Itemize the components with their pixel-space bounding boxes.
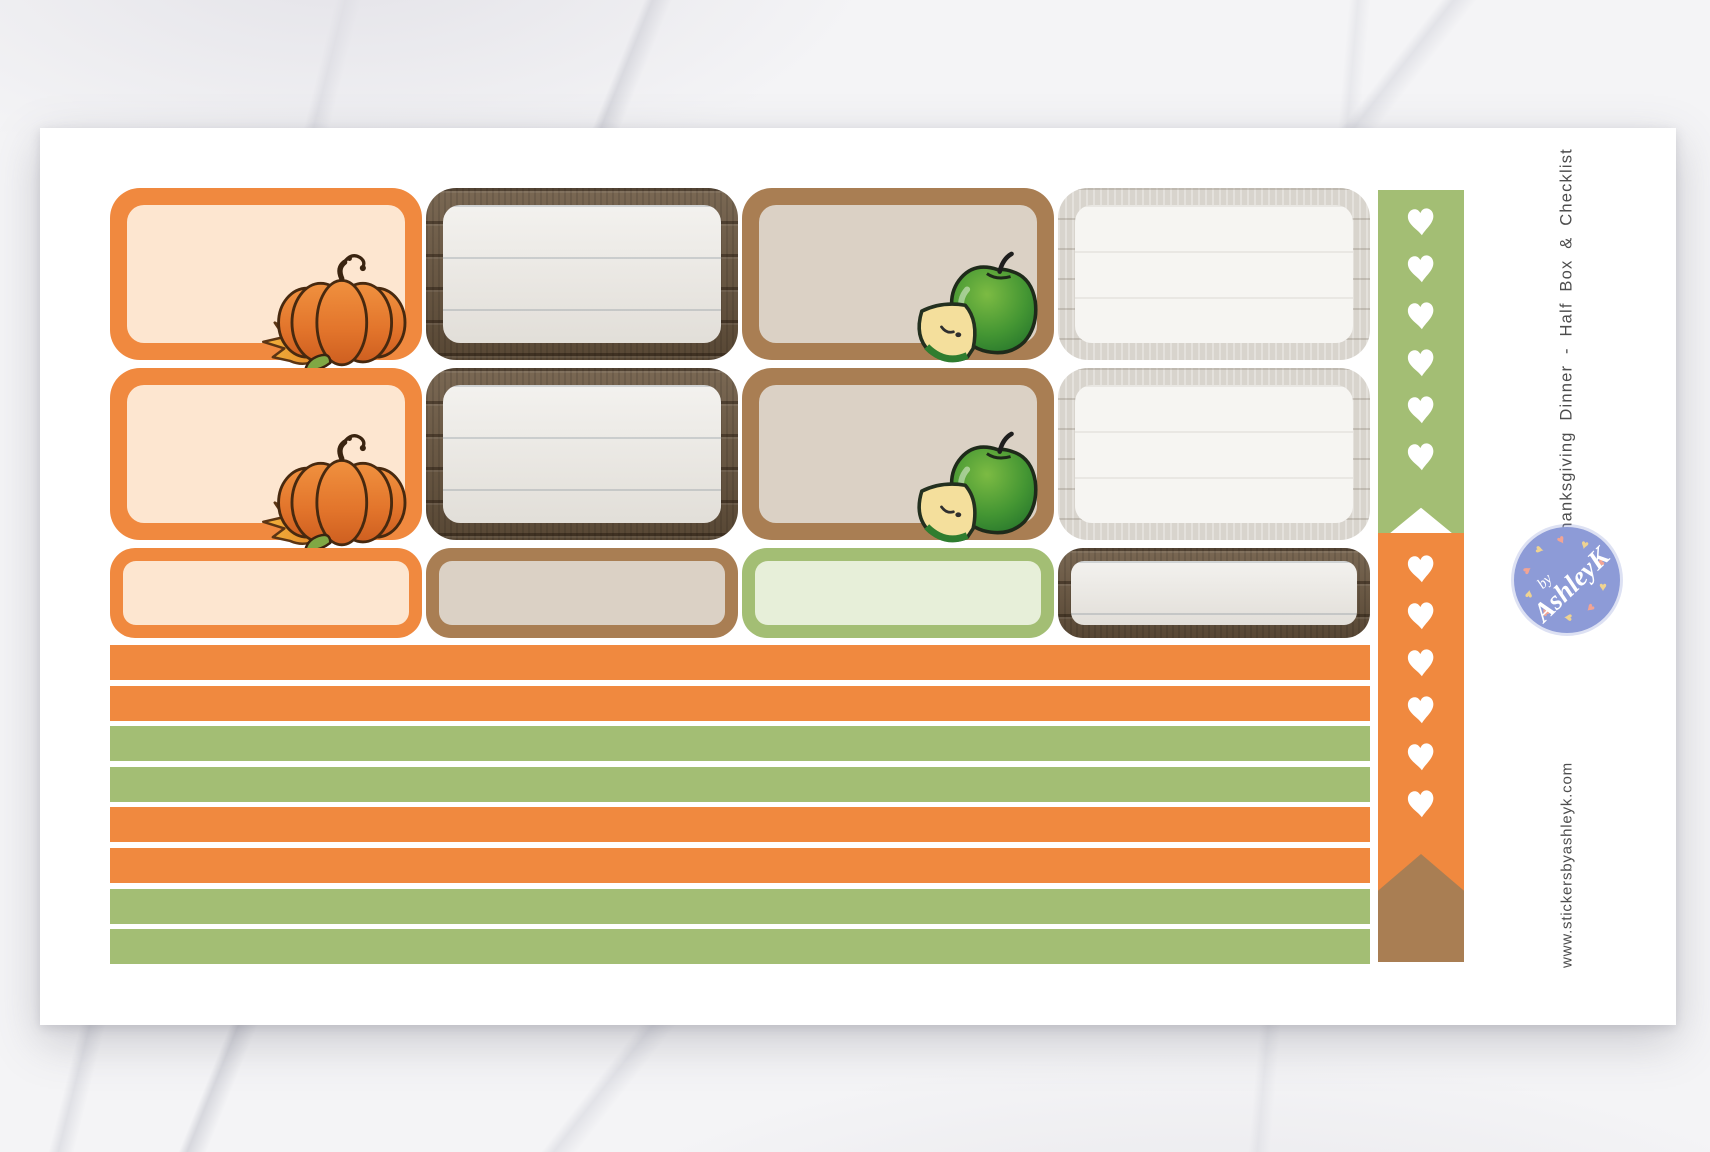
half-box-white-wood-sticker (1058, 368, 1370, 540)
half-box-white-wood-sticker (1058, 188, 1370, 360)
heart-icon (1407, 790, 1434, 818)
website-url: www.stickersbyashleyk.com (1558, 762, 1576, 968)
half-box-orange-pumpkin-sticker (110, 368, 422, 552)
sticker-writing-area (439, 561, 725, 625)
sticker-writing-area (127, 385, 405, 523)
washi-strip-green (110, 888, 1370, 924)
heart-icon (1407, 649, 1434, 677)
quarter-box-dark-wood-sticker (1058, 548, 1370, 638)
sticker-writing-area (755, 561, 1041, 625)
washi-strip-green (110, 929, 1370, 965)
heart-icon (1407, 255, 1434, 283)
washi-strip-green (110, 766, 1370, 802)
sticker-sheet: Thanksgiving Dinner - Half Box & Checkli… (40, 128, 1676, 1025)
heart-icon (1407, 743, 1434, 771)
logo-heart-icon: ♥ (1599, 579, 1607, 595)
heart-icon (1407, 302, 1434, 330)
heart-icon (1407, 208, 1434, 236)
half-box-dark-wood-sticker (426, 368, 738, 540)
washi-strip-green (110, 726, 1370, 762)
brand-logo: ♥ ♥ ♥ ♥ ♥ ♥ ♥ ♥ ♥ ♥ by AshleyK (1514, 527, 1620, 633)
sticker-writing-area (443, 385, 721, 523)
quarter-box-green-sticker (742, 548, 1054, 638)
heart-icon (1407, 396, 1434, 424)
washi-strip-orange (110, 685, 1370, 721)
heart-icon (1407, 602, 1434, 630)
checklist-flag-orange (1378, 533, 1464, 899)
heart-icon (1407, 555, 1434, 583)
washi-strip-orange (110, 645, 1370, 680)
quarter-box-orange-sticker (110, 548, 422, 638)
logo-script: by AshleyK (1492, 505, 1642, 655)
sticker-writing-area (759, 205, 1037, 343)
heart-icon (1407, 696, 1434, 724)
washi-strip-orange (110, 848, 1370, 883)
heart-icon (1407, 349, 1434, 377)
washi-strip-orange (110, 807, 1370, 843)
sticker-writing-area (1075, 385, 1353, 523)
sticker-writing-area (1075, 205, 1353, 343)
sheet-title: Thanksgiving Dinner - Half Box & Checkli… (1557, 148, 1576, 544)
half-box-brown-apple-sticker (742, 368, 1054, 543)
half-box-orange-pumpkin-sticker (110, 188, 422, 372)
half-box-dark-wood-sticker (426, 188, 738, 360)
sticker-writing-area (443, 205, 721, 343)
half-box-brown-apple-sticker (742, 188, 1054, 363)
sticker-writing-area (1071, 561, 1357, 625)
sticker-writing-area (127, 205, 405, 343)
quarter-box-brown-sticker (426, 548, 738, 638)
heart-icon (1407, 443, 1434, 471)
sticker-writing-area (759, 385, 1037, 523)
sticker-writing-area (123, 561, 409, 625)
checklist-flag-green (1378, 190, 1464, 543)
